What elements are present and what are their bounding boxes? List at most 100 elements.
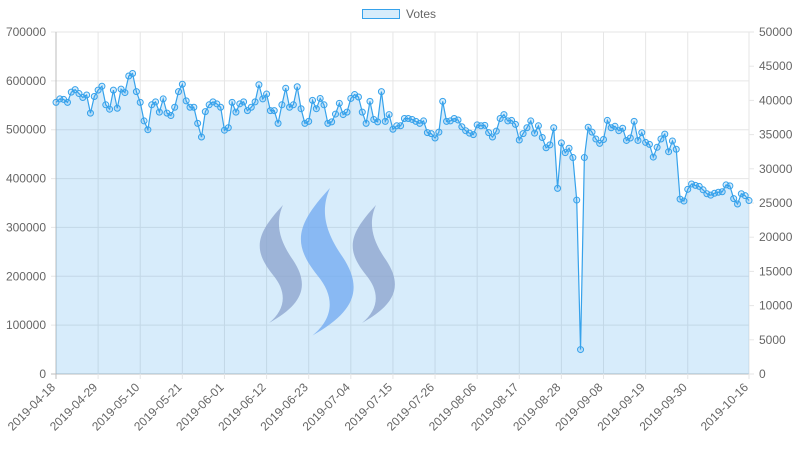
data-point: [171, 103, 179, 111]
data-point: [132, 88, 140, 96]
data-point: [431, 134, 439, 142]
data-point: [381, 117, 389, 125]
chart-legend[interactable]: Votes: [0, 7, 798, 21]
data-point: [684, 185, 692, 193]
data-point: [454, 116, 462, 124]
y-right-tick-label: 30000: [759, 162, 793, 176]
data-point: [209, 98, 217, 106]
data-point: [672, 145, 680, 153]
data-point: [274, 119, 282, 127]
y-right-tick-label: 0: [759, 367, 766, 381]
data-point: [485, 129, 493, 137]
data-point: [144, 126, 152, 134]
data-point: [538, 134, 546, 142]
data-point: [531, 129, 539, 137]
data-point: [588, 128, 596, 136]
data-point: [573, 196, 581, 204]
data-point: [466, 129, 473, 137]
data-point: [737, 190, 745, 198]
data-point: [301, 119, 309, 127]
data-point: [278, 101, 286, 109]
data-point: [335, 99, 343, 107]
data-point: [481, 121, 489, 129]
data-point: [676, 195, 684, 203]
data-point: [129, 70, 137, 78]
y-right-tick-label: 20000: [759, 230, 793, 244]
y-left-tick-label: 200000: [6, 269, 46, 283]
data-point: [469, 131, 477, 139]
steem-swoosh-middle: [300, 188, 354, 336]
data-point: [83, 91, 91, 99]
data-point: [362, 119, 370, 127]
data-point: [657, 135, 665, 143]
y-left-tick-label: 0: [39, 367, 46, 381]
data-point: [259, 95, 267, 103]
data-point: [385, 111, 393, 119]
data-point: [224, 124, 232, 132]
y-right-tick-label: 45000: [759, 59, 793, 73]
y-left-tick-label: 700000: [6, 25, 46, 39]
steem-logo-icon: [259, 188, 395, 336]
data-point: [102, 101, 110, 109]
data-point: [584, 123, 592, 131]
data-point: [358, 108, 366, 116]
data-point: [159, 95, 167, 103]
data-point: [688, 180, 696, 188]
y-left-tick-label: 500000: [6, 123, 46, 137]
y-right-tick-label: 35000: [759, 128, 793, 142]
data-point: [228, 98, 236, 106]
data-point: [270, 107, 278, 115]
data-point: [734, 200, 742, 208]
y-right-tick-label: 5000: [759, 333, 786, 347]
data-point: [374, 118, 382, 126]
data-point: [488, 133, 496, 141]
votes-area-fill: [56, 73, 749, 374]
data-point: [320, 101, 328, 109]
data-point: [569, 154, 577, 162]
data-point: [175, 88, 183, 96]
data-point: [745, 197, 753, 205]
point-layer: [52, 70, 753, 354]
data-point: [554, 184, 562, 192]
y-right-tick-label: 50000: [759, 25, 793, 39]
legend-swatch-votes: [361, 9, 400, 19]
data-point: [557, 139, 565, 147]
y-right-tick-label: 10000: [759, 299, 793, 313]
data-point: [167, 112, 175, 120]
data-point: [703, 190, 711, 198]
data-point: [511, 120, 519, 128]
data-point: [140, 117, 148, 125]
data-point: [397, 122, 405, 130]
data-point: [152, 98, 160, 106]
data-point: [201, 108, 209, 116]
data-point: [182, 97, 190, 105]
data-point: [500, 111, 508, 119]
data-point: [343, 108, 351, 116]
data-point: [98, 82, 106, 90]
data-point: [626, 134, 634, 142]
grid-layer: [51, 31, 754, 379]
y-left-tick-label: 300000: [6, 220, 46, 234]
data-point: [194, 119, 202, 127]
data-point: [607, 124, 615, 132]
data-point: [90, 92, 98, 100]
data-point: [155, 108, 163, 116]
data-point: [600, 135, 608, 143]
data-point: [450, 114, 458, 122]
data-point: [297, 105, 305, 113]
data-point: [561, 149, 569, 157]
data-point: [619, 124, 627, 132]
data-point: [106, 105, 114, 113]
data-point: [366, 97, 374, 105]
data-point: [121, 89, 129, 97]
data-point: [611, 122, 619, 130]
y-left-tick-label: 400000: [6, 172, 46, 186]
data-point: [439, 97, 447, 105]
data-point: [435, 128, 443, 136]
steem-swoosh-left: [259, 205, 302, 323]
data-point: [550, 124, 558, 132]
data-point: [630, 117, 638, 125]
data-point: [565, 144, 573, 152]
data-point: [236, 100, 244, 108]
